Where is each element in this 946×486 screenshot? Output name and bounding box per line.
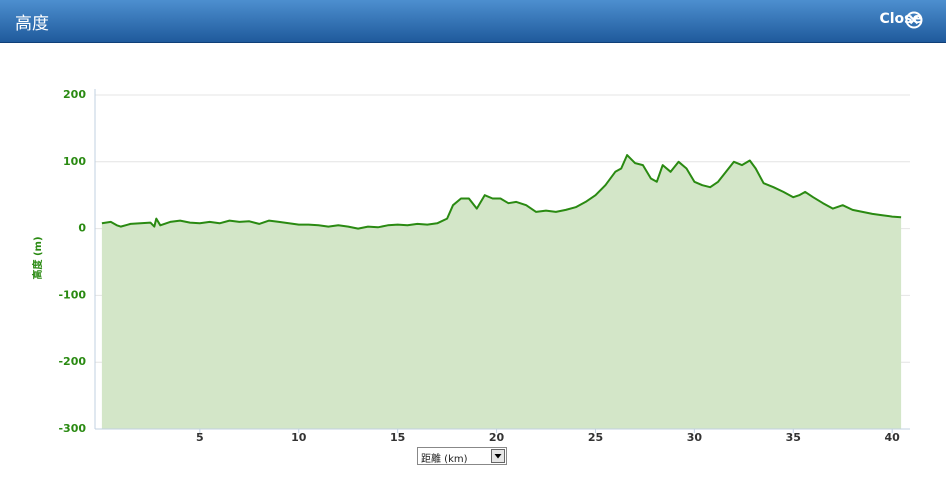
x-tick-label: 25 — [588, 431, 603, 444]
x-axis-label: 距離 (km) — [421, 454, 468, 465]
x-tick-label: 10 — [291, 431, 307, 444]
elevation-line — [101, 154, 902, 230]
y-tick-label: -200 — [58, 355, 86, 368]
x-tick-label: 5 — [196, 431, 204, 444]
x-tick-label: 20 — [489, 431, 505, 444]
y-tick-label: -100 — [58, 288, 86, 301]
close-icon[interactable] — [904, 10, 924, 30]
x-tick-label: 35 — [786, 431, 801, 444]
y-tick-label: 100 — [63, 155, 86, 168]
x-tick-label: 30 — [687, 431, 703, 444]
y-tick-label: 0 — [78, 222, 86, 235]
x-axis-selector[interactable]: 距離 (km) — [417, 447, 507, 465]
dialog-title: 高度 — [15, 14, 49, 34]
x-tick-label: 40 — [885, 431, 901, 444]
y-tick-label: 200 — [63, 88, 86, 101]
header-bar: 高度 Close — [0, 0, 946, 43]
dropdown-button[interactable] — [491, 449, 505, 463]
y-tick-label: -300 — [58, 422, 86, 435]
x-tick-label: 15 — [390, 431, 405, 444]
y-axis-label: 高度 (m) — [31, 236, 44, 279]
area-fill — [101, 155, 902, 429]
dropdown-arrow — [494, 454, 502, 459]
